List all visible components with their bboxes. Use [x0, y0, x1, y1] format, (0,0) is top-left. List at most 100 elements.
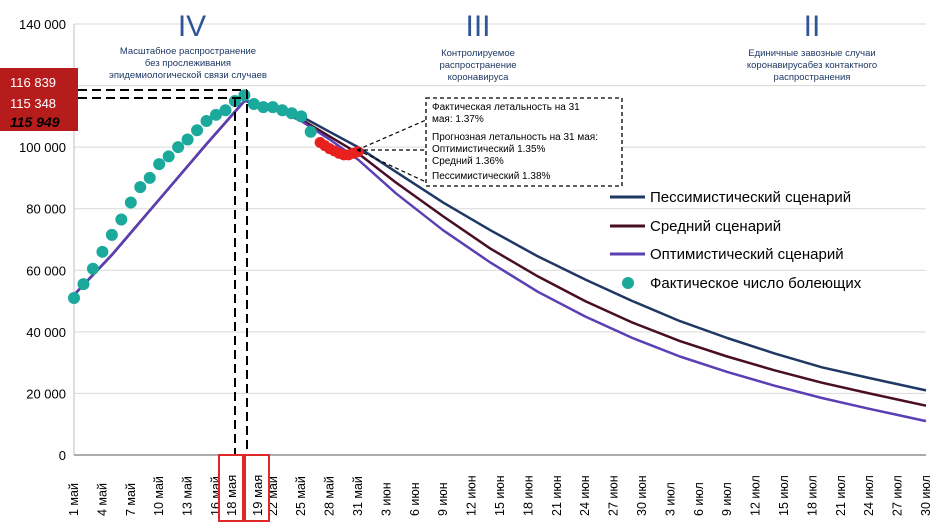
- legend-label-opt: Оптимистический сценарий: [650, 246, 844, 263]
- actual-point: [172, 141, 185, 154]
- actual-point: [143, 171, 156, 184]
- peak-bold-value: 115 949: [10, 114, 60, 130]
- x-tick-label: 12 июн: [465, 475, 479, 516]
- note-line3: Прогнозная летальность на 31 мая:: [432, 132, 598, 143]
- x-tick-label: 12 июл: [749, 475, 763, 516]
- y-tick-label: 0: [59, 448, 66, 463]
- phase-ii-line2: коронавирусабез контактного: [747, 60, 877, 71]
- date-19-label: 19 мая: [250, 475, 265, 516]
- peak-lower-value: 115 348: [10, 96, 56, 111]
- phase-iv-number: IV: [178, 10, 206, 43]
- actual-point: [266, 101, 279, 114]
- x-tick-label: 6 июл: [692, 482, 706, 516]
- x-tick-label: 24 июл: [862, 475, 876, 516]
- peak-upper-value: 116 839: [10, 75, 56, 90]
- note-line6: Пессимистический 1.38%: [432, 171, 551, 182]
- legend-label-pess: Пессимистический сценарий: [650, 189, 851, 206]
- x-tick-label: 6 июн: [408, 482, 422, 516]
- x-tick-label: 27 июл: [891, 475, 905, 516]
- x-tick-label: 24 июн: [578, 475, 592, 516]
- legend-label-act: Фактическое число болеющих: [650, 275, 862, 292]
- x-tick-label: 9 июл: [720, 482, 734, 516]
- date-18-label: 18 мая: [224, 475, 239, 516]
- x-tick-label: 3 июл: [663, 482, 677, 516]
- phase-iii: III Контролируемое распространение корон…: [439, 10, 516, 83]
- phase-iii-line3: коронавируса: [448, 72, 510, 83]
- series-line: [73, 99, 927, 423]
- legend: Пессимистический сценарий Средний сценар…: [610, 189, 862, 292]
- y-tick-label: 20 000: [26, 386, 66, 401]
- y-tick-label: 140 000: [19, 17, 66, 32]
- note-line5: Средний 1.36%: [432, 156, 504, 167]
- date-highlight-19: 19 мая: [244, 454, 270, 522]
- y-tick-label: 80 000: [26, 202, 66, 217]
- legend-swatch-act: [622, 277, 634, 289]
- actual-point: [257, 101, 270, 114]
- phase-iv-line1: Масштабное распространение: [120, 46, 256, 57]
- x-tick-label: 21 июн: [550, 475, 564, 516]
- note-line2: мая: 1.37%: [432, 114, 484, 125]
- x-tick-label: 30 июл: [919, 475, 933, 516]
- note-line1: Фактическая летальность на 31: [432, 102, 580, 113]
- grid: [73, 23, 926, 456]
- phase-iii-line2: распространение: [439, 60, 516, 71]
- actual-point: [68, 291, 80, 304]
- x-tick-label: 15 июл: [777, 475, 791, 516]
- legend-label-mid: Средний сценарий: [650, 218, 781, 235]
- phase-iv-line2: без прослеживания: [145, 58, 231, 69]
- phase-iii-number: III: [465, 10, 490, 43]
- phase-iv-line3: эпидемиологической связи случаев: [109, 70, 267, 81]
- x-tick-label: 9 июн: [436, 482, 450, 516]
- actual-point: [219, 104, 232, 117]
- x-tick-label: 27 июн: [607, 475, 621, 516]
- x-tick-label: 25 май: [294, 476, 308, 516]
- y-tick-label: 40 000: [26, 325, 66, 340]
- peak-markers: 116 839 115 348 115 949: [0, 68, 248, 456]
- series-points: [68, 89, 364, 304]
- x-tick-label: 18 июл: [805, 475, 819, 516]
- actual-point: [77, 278, 90, 291]
- actual-point: [247, 98, 260, 111]
- actual-point: [105, 228, 118, 241]
- actual-point: [153, 158, 166, 171]
- x-tick-label: 15 июн: [493, 475, 507, 516]
- x-tick-label: 18 июн: [521, 475, 535, 516]
- actual-point: [181, 133, 194, 146]
- y-tick-label: 100 000: [19, 140, 66, 155]
- actual-point: [295, 110, 308, 123]
- actual-point: [210, 108, 222, 121]
- actual-point: [304, 125, 317, 138]
- peak-marker-box: [0, 68, 78, 131]
- phase-ii-number: II: [804, 10, 821, 43]
- phase-iv: IV Масштабное распространение без просле…: [109, 10, 267, 81]
- actual-point: [191, 124, 204, 137]
- actual-point: [200, 114, 213, 127]
- actual-point: [238, 89, 251, 102]
- x-tick-label: 1 май: [67, 483, 81, 516]
- actual-point: [124, 196, 137, 209]
- x-tick-label: 30 июн: [635, 475, 649, 516]
- x-tick-label: 28 май: [323, 476, 337, 516]
- actual-point: [115, 213, 128, 226]
- actual-point: [285, 107, 298, 120]
- y-tick-label: 60 000: [26, 263, 66, 278]
- series-lines: [73, 99, 927, 423]
- x-tick-label: 7 май: [124, 483, 138, 516]
- phase-ii-line1: Единичные завозные случаи: [748, 48, 875, 59]
- lethality-note: Фактическая летальность на 31 мая: 1.37%…: [356, 97, 623, 187]
- phase-ii: II Единичные завозные случаи коронавирус…: [747, 10, 877, 83]
- date-highlight-18: 18 мая: [218, 454, 244, 522]
- x-tick-label: 4 май: [95, 483, 109, 516]
- phase-iii-line1: Контролируемое: [441, 48, 515, 59]
- x-tick-label: 3 июн: [379, 482, 393, 516]
- x-tick-label: 21 июл: [834, 475, 848, 516]
- actual-point: [86, 262, 99, 275]
- note-line4: Оптимистический 1.35%: [432, 144, 546, 155]
- actual-point: [276, 104, 289, 117]
- phase-ii-line3: распространения: [774, 72, 851, 83]
- x-tick-label: 10 май: [152, 476, 166, 516]
- actual-point: [134, 181, 147, 194]
